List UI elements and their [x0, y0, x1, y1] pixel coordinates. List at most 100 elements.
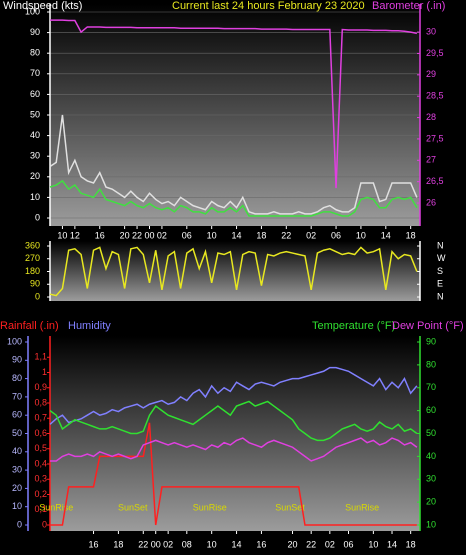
series-line	[50, 437, 418, 462]
x-tick-label: 22	[281, 230, 291, 240]
y3-tick-label: 80	[12, 373, 22, 383]
annotation: SunRise	[345, 502, 379, 512]
y-tick-label: 30	[30, 151, 40, 161]
annotation: SunRise	[193, 502, 227, 512]
y3-tick-label: 60	[12, 410, 22, 420]
y3-tick-label: 100	[7, 336, 22, 346]
x-tick-label: 00	[144, 230, 154, 240]
y-tick-label: 60	[30, 89, 40, 99]
y-tick-label: 50	[30, 109, 40, 119]
x-tick-label: 16	[95, 230, 105, 240]
x-tick-label: 20	[120, 230, 130, 240]
axis-title: Barometer (.in)	[372, 0, 445, 12]
y3-tick-label: 70	[12, 391, 22, 401]
y3-tick-label: 10	[12, 501, 22, 511]
y2-tick-label: 90	[426, 336, 436, 346]
legend-label: Humidity	[68, 320, 111, 332]
y-tick-label: 40	[30, 130, 40, 140]
y2-tick-label: S	[437, 266, 443, 276]
y-tick-label: 0	[42, 519, 47, 529]
y-tick-label: 10	[30, 192, 40, 202]
y3-tick-label: 30	[12, 464, 22, 474]
x-tick-label: 14	[232, 230, 242, 240]
chart-title: Current last 24 hours February 23 2020	[172, 0, 365, 12]
y2-tick-label: 30	[426, 26, 436, 36]
y2-tick-label: 27	[426, 155, 436, 165]
x-tick-label: 06	[182, 230, 192, 240]
series-line	[49, 366, 418, 425]
y2-tick-label: E	[437, 279, 443, 289]
x-tick-label: 02	[163, 539, 173, 549]
x-tick-label: 22	[306, 539, 316, 549]
x-tick-label: 16	[89, 539, 99, 549]
x-tick-label: 08	[182, 539, 192, 549]
legend-label: Rainfall (.in)	[0, 320, 59, 332]
y-tick-label: 0	[35, 291, 40, 301]
x-tick-label: 18	[256, 230, 266, 240]
y-tick-label: 0,8	[34, 397, 47, 407]
x-tick-label: 20	[288, 539, 298, 549]
x-tick-label: 14	[381, 230, 391, 240]
annotation: SunRise	[39, 502, 73, 512]
y-tick-label: 100	[25, 6, 40, 16]
y3-tick-label: 90	[12, 355, 22, 365]
y-tick-label: 0,9	[34, 382, 47, 392]
axis-title: Windspeed (kts)	[3, 0, 82, 12]
y2-tick-label: N	[437, 240, 444, 250]
x-tick-label: 02	[325, 539, 335, 549]
x-tick-label: 18	[406, 539, 416, 549]
y2-tick-label: 60	[426, 405, 436, 415]
y3-tick-label: 40	[12, 446, 22, 456]
y-tick-label: 1,1	[34, 352, 47, 362]
y-tick-label: 270	[25, 253, 40, 263]
y2-tick-label: 30	[426, 474, 436, 484]
y2-tick-label: 27,5	[426, 133, 444, 143]
y-tick-label: 20	[30, 171, 40, 181]
x-tick-label: 00	[151, 539, 161, 549]
x-tick-label: 12	[70, 230, 80, 240]
y-tick-label: 180	[25, 266, 40, 276]
legend-label: Temperature (°F)	[312, 320, 395, 332]
x-tick-label: 10	[207, 539, 217, 549]
y2-tick-label: 20	[426, 497, 436, 507]
y-tick-label: 0,5	[34, 443, 47, 453]
y-tick-label: 80	[30, 48, 40, 58]
legend-label: Dew Point (°F)	[392, 320, 464, 332]
y2-tick-label: 28,5	[426, 91, 444, 101]
y2-tick-label: W	[437, 253, 446, 263]
y2-tick-label: N	[437, 291, 444, 301]
x-tick-label: 10	[356, 230, 366, 240]
series-line	[50, 19, 418, 189]
y-tick-label: 0,3	[34, 474, 47, 484]
y3-tick-label: 0	[17, 519, 22, 529]
y-tick-label: 0,4	[34, 458, 47, 468]
y2-tick-label: 26	[426, 197, 436, 207]
x-tick-label: 16	[256, 539, 266, 549]
series-line	[49, 400, 418, 442]
y-tick-label: 0,1	[34, 504, 47, 514]
y2-tick-label: 26,5	[426, 176, 444, 186]
y2-tick-label: 50	[426, 428, 436, 438]
y-tick-label: 0,7	[34, 413, 47, 423]
x-tick-label: 14	[387, 539, 397, 549]
series-line	[49, 179, 418, 217]
y-tick-label: 90	[30, 27, 40, 37]
y-tick-label: 0,2	[34, 489, 47, 499]
x-tick-label: 10	[207, 230, 217, 240]
x-tick-label: 18	[406, 230, 416, 240]
series-line	[49, 246, 418, 297]
y3-tick-label: 20	[12, 483, 22, 493]
y2-tick-label: 29	[426, 69, 436, 79]
x-tick-label: 18	[113, 539, 123, 549]
series-line	[49, 114, 418, 215]
x-tick-label: 22	[138, 539, 148, 549]
x-tick-label: 06	[343, 539, 353, 549]
y-tick-label: 1	[42, 367, 47, 377]
y2-tick-label: 28	[426, 112, 436, 122]
x-tick-label: 06	[331, 230, 341, 240]
y2-tick-label: 40	[426, 451, 436, 461]
y2-tick-label: 10	[426, 519, 436, 529]
y2-tick-label: 29,5	[426, 48, 444, 58]
x-tick-label: 22	[132, 230, 142, 240]
